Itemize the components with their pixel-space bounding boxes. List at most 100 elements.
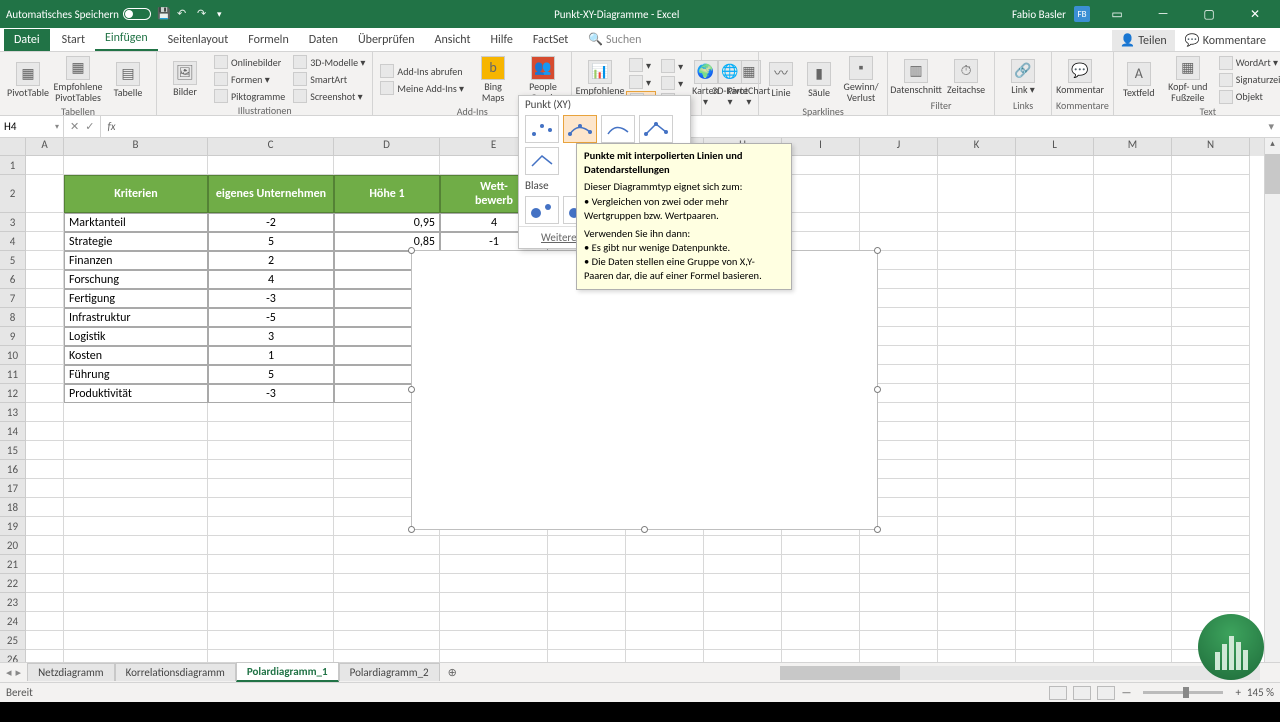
cell[interactable] bbox=[1016, 441, 1094, 460]
cell[interactable] bbox=[334, 574, 440, 593]
col-header-A[interactable]: A bbox=[26, 138, 64, 156]
cell[interactable] bbox=[1016, 517, 1094, 536]
cell[interactable] bbox=[26, 346, 64, 365]
cell[interactable] bbox=[548, 536, 626, 555]
get-addins-button[interactable]: Add-Ins abrufen bbox=[377, 63, 467, 79]
bubble-option[interactable] bbox=[525, 196, 559, 224]
cell[interactable] bbox=[938, 213, 1016, 232]
cell[interactable] bbox=[1016, 232, 1094, 251]
row-header[interactable]: 16 bbox=[0, 460, 26, 479]
cell[interactable] bbox=[1094, 403, 1172, 422]
save-icon[interactable]: 💾 bbox=[157, 7, 171, 21]
undo-icon[interactable]: ↶ bbox=[177, 7, 191, 21]
cell[interactable] bbox=[208, 574, 334, 593]
cell[interactable] bbox=[1094, 251, 1172, 270]
cell[interactable]: Logistik bbox=[64, 327, 208, 346]
cell[interactable]: -3 bbox=[208, 289, 334, 308]
cell[interactable] bbox=[626, 536, 704, 555]
cell[interactable] bbox=[64, 631, 208, 650]
cell[interactable] bbox=[1094, 536, 1172, 555]
cell[interactable] bbox=[1094, 555, 1172, 574]
cell[interactable] bbox=[208, 631, 334, 650]
cell[interactable] bbox=[626, 612, 704, 631]
cell[interactable]: 3 bbox=[208, 327, 334, 346]
cell[interactable] bbox=[26, 270, 64, 289]
cell[interactable] bbox=[782, 612, 860, 631]
cell[interactable]: Infrastruktur bbox=[64, 308, 208, 327]
cell[interactable] bbox=[1016, 346, 1094, 365]
cell[interactable]: -2 bbox=[208, 213, 334, 232]
chart-object[interactable] bbox=[411, 250, 878, 530]
cell[interactable] bbox=[440, 631, 548, 650]
cell[interactable] bbox=[548, 593, 626, 612]
cell[interactable] bbox=[782, 631, 860, 650]
cell[interactable] bbox=[1094, 308, 1172, 327]
row-header[interactable]: 19 bbox=[0, 517, 26, 536]
row-header[interactable]: 24 bbox=[0, 612, 26, 631]
cell[interactable] bbox=[1016, 308, 1094, 327]
cell[interactable] bbox=[1094, 650, 1172, 662]
cell[interactable] bbox=[1016, 574, 1094, 593]
cell[interactable] bbox=[26, 536, 64, 555]
cell[interactable] bbox=[626, 555, 704, 574]
cell[interactable] bbox=[208, 517, 334, 536]
cell[interactable] bbox=[860, 213, 938, 232]
cell[interactable] bbox=[938, 593, 1016, 612]
cell[interactable] bbox=[26, 327, 64, 346]
cell[interactable] bbox=[1172, 270, 1250, 289]
cell[interactable] bbox=[938, 479, 1016, 498]
cell[interactable] bbox=[64, 422, 208, 441]
cell[interactable] bbox=[548, 631, 626, 650]
cancel-formula-icon[interactable]: ✕ bbox=[70, 120, 79, 133]
resize-handle[interactable] bbox=[641, 526, 648, 533]
textbox-button[interactable]: ATextfeld bbox=[1118, 60, 1160, 100]
fx-icon[interactable]: fx bbox=[101, 120, 121, 133]
cell[interactable] bbox=[208, 460, 334, 479]
scatter-smooth-markers-option[interactable] bbox=[563, 115, 597, 143]
col-header-J[interactable]: J bbox=[860, 138, 938, 156]
cell[interactable] bbox=[26, 213, 64, 232]
row-header[interactable]: 7 bbox=[0, 289, 26, 308]
tab-daten[interactable]: Daten bbox=[299, 29, 348, 51]
cell[interactable] bbox=[1094, 517, 1172, 536]
cell[interactable] bbox=[64, 574, 208, 593]
cell[interactable]: 0,85 bbox=[334, 232, 440, 251]
row-header[interactable]: 13 bbox=[0, 403, 26, 422]
cell[interactable] bbox=[938, 441, 1016, 460]
cell[interactable]: Höhe 1 bbox=[334, 175, 440, 213]
redo-icon[interactable]: ↷ bbox=[197, 7, 211, 21]
cell[interactable] bbox=[1172, 156, 1250, 175]
cell[interactable] bbox=[64, 479, 208, 498]
cell[interactable] bbox=[26, 631, 64, 650]
cell[interactable] bbox=[26, 232, 64, 251]
tab-formeln[interactable]: Formeln bbox=[238, 29, 298, 51]
recommended-pivot-button[interactable]: ▦Empfohlene PivotTables bbox=[54, 54, 102, 105]
cell[interactable] bbox=[548, 650, 626, 662]
cell[interactable] bbox=[1172, 213, 1250, 232]
tab-file[interactable]: Datei bbox=[4, 29, 50, 51]
cell[interactable] bbox=[782, 232, 860, 251]
scatter-smooth-option[interactable] bbox=[601, 115, 635, 143]
cell[interactable] bbox=[26, 555, 64, 574]
3d-models-button[interactable]: 3D-Modelle ▾ bbox=[290, 54, 368, 70]
cell[interactable] bbox=[704, 536, 782, 555]
row-header[interactable]: 25 bbox=[0, 631, 26, 650]
cell[interactable] bbox=[626, 631, 704, 650]
cell[interactable] bbox=[1016, 593, 1094, 612]
cell[interactable] bbox=[1094, 270, 1172, 289]
col-header-D[interactable]: D bbox=[334, 138, 440, 156]
row-header[interactable]: 8 bbox=[0, 308, 26, 327]
cell[interactable] bbox=[208, 555, 334, 574]
cell[interactable] bbox=[1172, 422, 1250, 441]
cell[interactable] bbox=[1016, 536, 1094, 555]
cell[interactable] bbox=[334, 612, 440, 631]
cell[interactable] bbox=[440, 612, 548, 631]
timeline-button[interactable]: ⏱Zeitachse bbox=[942, 57, 990, 97]
cell[interactable] bbox=[1172, 232, 1250, 251]
cell[interactable] bbox=[1172, 593, 1250, 612]
chart-type-2[interactable]: ▾ bbox=[626, 74, 656, 90]
cell[interactable] bbox=[26, 251, 64, 270]
cell[interactable] bbox=[1094, 631, 1172, 650]
tab-ansicht[interactable]: Ansicht bbox=[425, 29, 481, 51]
cell[interactable] bbox=[938, 555, 1016, 574]
